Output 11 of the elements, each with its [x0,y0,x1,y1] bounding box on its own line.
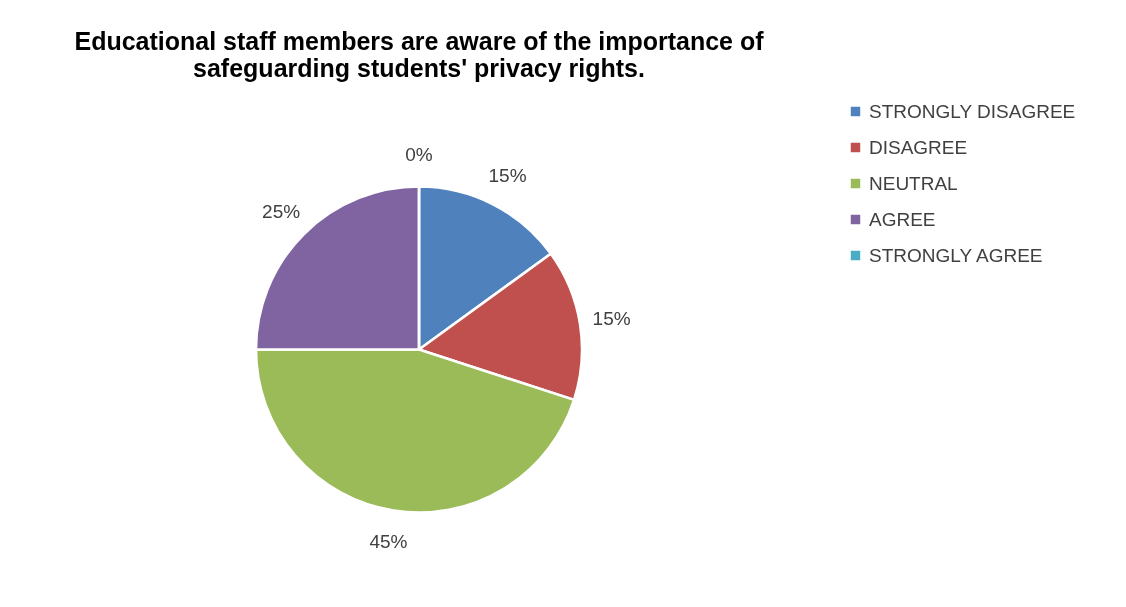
legend-label: NEUTRAL [869,172,958,194]
legend-label: DISAGREE [869,136,968,158]
legend-label: AGREE [869,208,936,230]
legend-label: STRONGLY DISAGREE [869,100,1076,122]
chart-title: Educational staff members are aware of the importance of safeguarding students' privacy rights. [74,27,765,82]
data-label: 25% [262,200,301,222]
data-label: 45% [369,531,408,553]
data-label: 15% [488,164,527,186]
text: 0% [405,143,433,165]
data-label: 15% [592,308,631,329]
legend-label: STRONGLY AGREE [869,244,1043,266]
